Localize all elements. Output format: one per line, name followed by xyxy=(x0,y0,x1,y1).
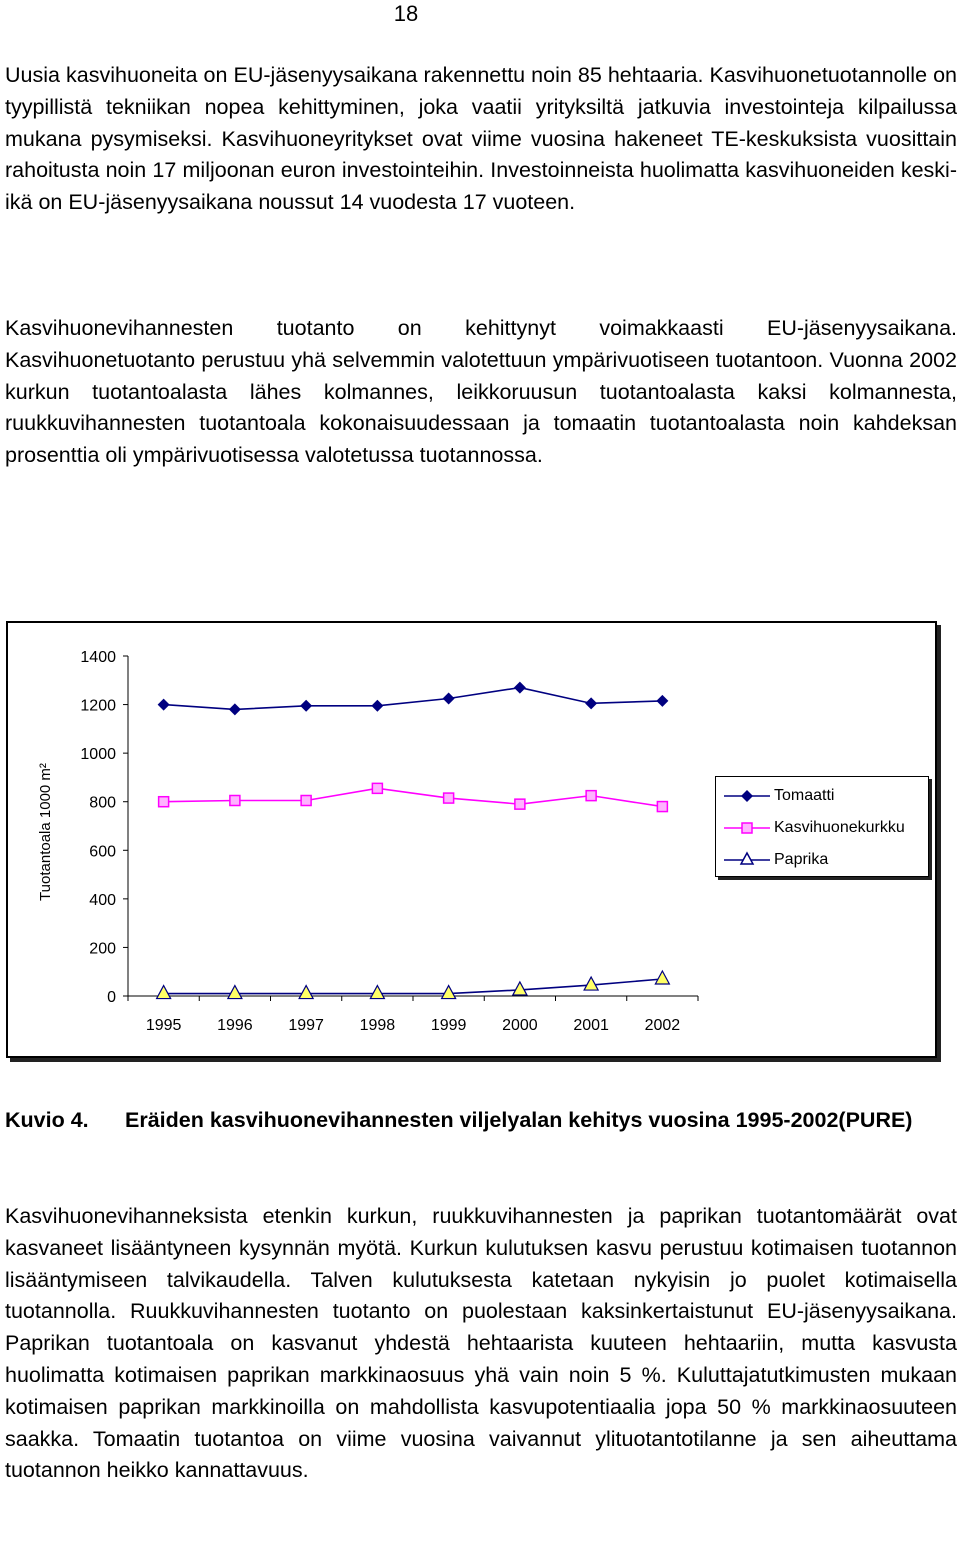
y-axis-title: Tuotantoala 1000 m² xyxy=(37,763,54,901)
data-point-triangle xyxy=(226,984,243,1000)
data-point-triangle xyxy=(155,984,172,1000)
y-tick-label: 400 xyxy=(89,892,116,909)
y-tick-label: 1400 xyxy=(80,649,116,666)
line-chart: 0 200 400 600 800 1000 1200 1400 1995 1996 1997 199… xyxy=(37,649,699,1034)
page-number: 18 xyxy=(393,1,419,26)
data-point-square xyxy=(300,794,312,807)
y-tick-label: 0 xyxy=(107,989,116,1006)
legend-item-tomaatti: Tomaatti xyxy=(716,785,928,807)
diamond-marker-icon xyxy=(724,790,770,802)
data-point-diamond xyxy=(371,699,384,712)
data-point-diamond xyxy=(300,699,313,712)
legend-label: Kasvihuonekurkku xyxy=(774,819,905,836)
x-tick-label: 1997 xyxy=(288,1017,324,1034)
paragraph-3: Kasvihuonevihanneksista etenkin kurkun, … xyxy=(5,1204,957,1483)
data-point-diamond xyxy=(157,698,170,711)
data-point-diamond xyxy=(585,697,598,710)
data-point-diamond xyxy=(656,694,669,707)
x-tick-label: 1996 xyxy=(217,1017,253,1034)
y-tick-label: 800 xyxy=(89,795,116,812)
data-point-triangle xyxy=(654,969,671,985)
square-marker-icon xyxy=(724,822,770,834)
y-tick-label: 1200 xyxy=(80,698,116,715)
data-point-square xyxy=(514,798,526,810)
paragraph-1: Uusia kasvihuoneita on EU-jäsenyysaikana… xyxy=(5,63,957,215)
data-point-square xyxy=(656,800,669,813)
legend-item-kasvihuonekurkku: Kasvihuonekurkku xyxy=(716,817,928,839)
data-point-diamond xyxy=(228,703,241,716)
y-tick-label: 1000 xyxy=(80,746,116,763)
data-point-triangle xyxy=(298,984,315,1000)
data-point-triangle xyxy=(583,975,600,991)
series-line-2 xyxy=(163,978,663,995)
legend-label: Paprika xyxy=(774,851,829,868)
caption-number: Kuvio 4. xyxy=(5,1108,89,1132)
series-line-0 xyxy=(163,686,663,711)
x-tick-label: 2002 xyxy=(645,1017,681,1034)
data-point-diamond xyxy=(513,681,526,694)
x-tick-label: 1995 xyxy=(146,1017,182,1034)
data-point-square xyxy=(157,795,170,808)
legend-item-paprika: Paprika xyxy=(716,849,928,871)
x-tick-label: 2000 xyxy=(502,1017,538,1034)
triangle-marker-icon xyxy=(724,851,770,865)
data-point-square xyxy=(442,792,455,804)
paragraph-2: Kasvihuonevihannesten tuotanto on kehitt… xyxy=(5,316,957,468)
chart-legend: Tomaatti Kasvihuonekurkku Paprika xyxy=(715,776,929,877)
data-point-triangle xyxy=(369,984,386,1000)
data-point-square xyxy=(371,782,384,795)
y-tick-label: 200 xyxy=(89,940,116,957)
legend-label: Tomaatti xyxy=(774,787,835,804)
y-tick-label: 600 xyxy=(89,843,116,860)
x-tick-label: 2001 xyxy=(573,1017,609,1034)
data-point-triangle xyxy=(511,980,528,996)
data-point-triangle xyxy=(440,984,457,1000)
data-point-diamond xyxy=(442,692,455,705)
data-point-square xyxy=(585,789,597,802)
x-tick-label: 1999 xyxy=(431,1017,467,1034)
caption-text: Eräiden kasvihuonevihannesten viljelyala… xyxy=(125,1108,913,1132)
data-point-square xyxy=(229,794,241,807)
series-line-1 xyxy=(163,787,663,808)
x-tick-label: 1998 xyxy=(360,1017,396,1034)
